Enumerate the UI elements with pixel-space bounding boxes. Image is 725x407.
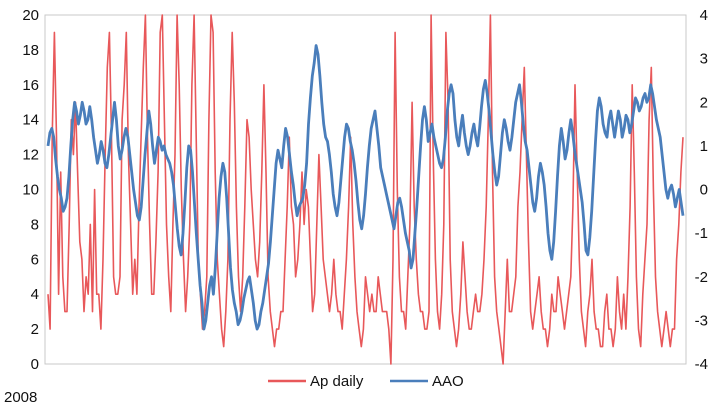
left-tick-label: 8 [31,216,39,233]
x-axis-label: 2008 [4,389,37,406]
legend-label-aao: AAO [432,373,464,390]
left-tick-label: 0 [31,356,39,373]
left-tick-label: 2 [31,321,39,338]
right-tick-label: 4 [700,7,708,24]
right-tick-label: 2 [700,94,708,111]
right-y-axis-ticks: -4 -3 -2 -1 0 1 2 3 4 [695,7,708,373]
right-tick-label: 1 [700,138,708,155]
left-tick-label: 12 [22,147,39,164]
right-tick-label: -1 [695,225,708,242]
left-tick-label: 20 [22,7,39,24]
left-y-axis-ticks: 0 2 4 6 8 10 12 14 16 18 20 [22,7,39,373]
right-tick-label: 0 [700,182,708,199]
left-tick-label: 18 [22,42,39,59]
left-tick-label: 4 [31,286,39,303]
left-tick-label: 14 [22,112,39,129]
legend-label-ap-daily: Ap daily [310,373,364,390]
plot-frame [44,14,687,365]
left-tick-label: 16 [22,77,39,94]
series-layer [46,14,685,365]
right-tick-label: -4 [695,356,708,373]
left-tick-label: 10 [22,182,39,199]
right-tick-label: -2 [695,269,708,286]
right-tick-label: -3 [695,312,708,329]
legend: Ap daily AAO [268,373,464,390]
right-tick-label: 3 [700,51,708,68]
left-tick-label: 6 [31,251,39,268]
series-line-aao [46,44,685,331]
